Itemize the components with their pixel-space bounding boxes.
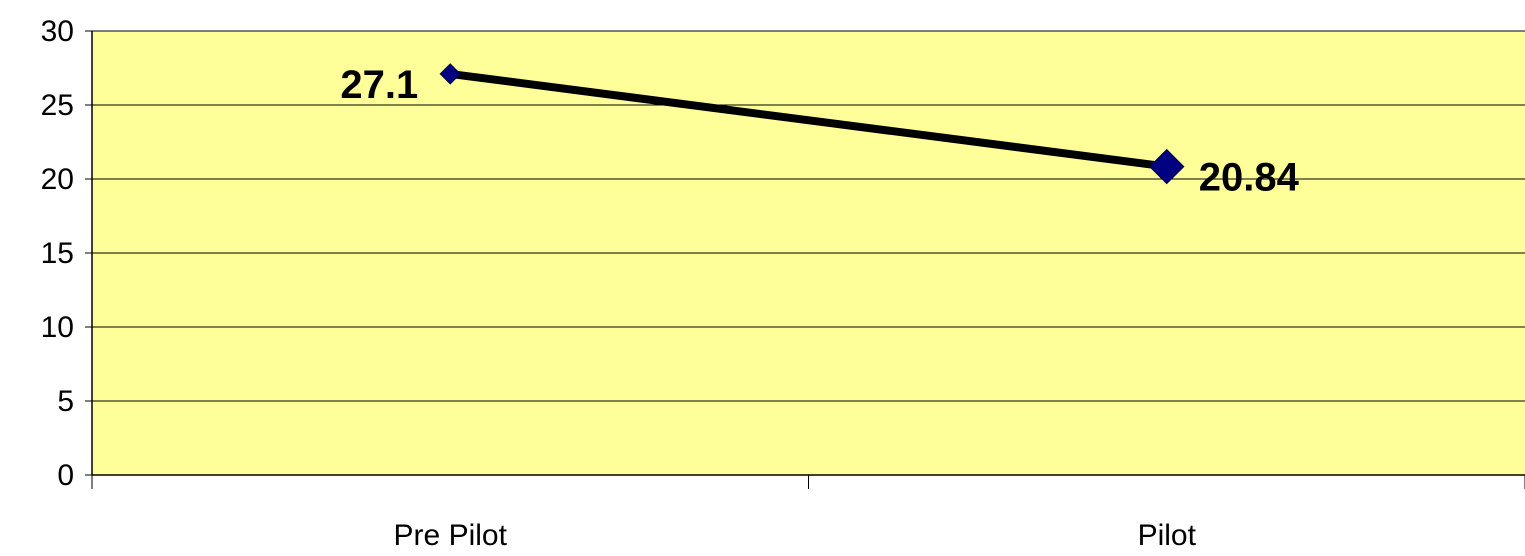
y-axis-tick-labels: 0 5 10 15 20 25 30 [41,15,74,492]
data-label: 20.84 [1199,156,1300,200]
axes [91,31,1525,489]
y-tick-label: 30 [41,15,74,48]
data-point-marker [1149,148,1185,185]
series-line [449,69,1168,171]
data-point-marker [439,63,461,85]
y-tick-label: 20 [41,163,74,196]
y-tick-label: 10 [41,311,74,344]
y-tick-label: 15 [41,237,74,270]
x-tick-label: Pre Pilot [394,519,508,552]
y-tick-label: 5 [57,385,74,418]
series [439,63,1185,185]
gridlines [85,30,1525,476]
data-labels: 27.1 20.84 [340,63,1299,200]
y-tick-label: 25 [41,89,74,122]
x-tick-label: Pilot [1138,519,1197,552]
x-axis-tick-labels: Pre Pilot Pilot [394,519,1197,552]
data-label: 27.1 [340,63,418,107]
y-tick-label: 0 [57,459,74,492]
